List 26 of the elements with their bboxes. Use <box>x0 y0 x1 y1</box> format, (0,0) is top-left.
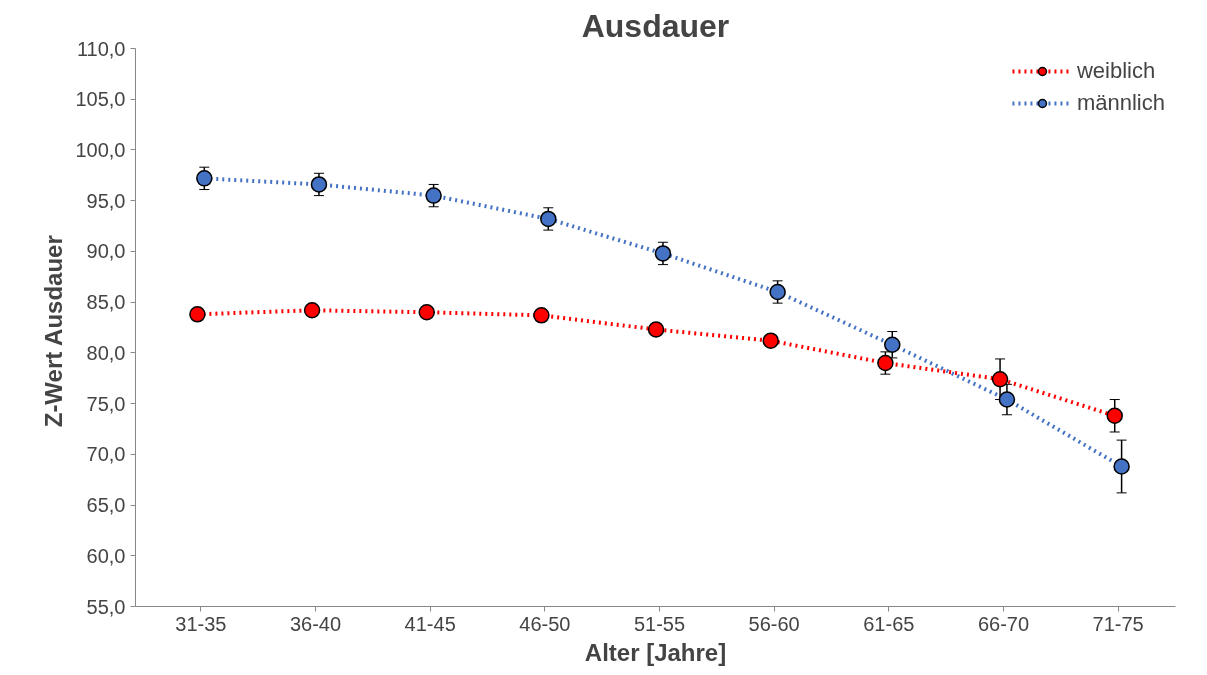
legend-label: männlich <box>1076 90 1165 116</box>
y-tick-label: 70,0 <box>86 443 126 466</box>
y-axis-title: Z-Wert Ausdauer <box>40 235 68 428</box>
x-tick-label: 71-75 <box>1092 612 1144 635</box>
x-tick-label: 41-45 <box>404 612 456 635</box>
x-tick-label: 61-65 <box>863 612 915 635</box>
y-tick-label: 100,0 <box>75 138 126 161</box>
y-tick-label: 55,0 <box>86 595 126 618</box>
y-tick-label: 105,0 <box>75 88 126 111</box>
y-tick-label: 110,0 <box>76 37 126 60</box>
legend-label: weiblich <box>1076 58 1156 84</box>
x-tick-label: 66-70 <box>977 612 1030 635</box>
y-tick-label: 60,0 <box>86 544 126 567</box>
y-tick-label: 65,0 <box>86 494 126 517</box>
y-tick-label: 90,0 <box>86 240 126 263</box>
x-tick-label: 51-55 <box>633 612 686 635</box>
y-tick-label: 85,0 <box>86 291 126 314</box>
y-tick-label: 95,0 <box>86 189 126 212</box>
chart-title: Ausdauer <box>581 7 730 44</box>
x-tick-label: 46-50 <box>519 612 571 635</box>
y-tick-label: 75,0 <box>86 392 126 415</box>
x-tick-label: 36-40 <box>289 612 342 635</box>
x-axis-title: Alter [Jahre] <box>584 638 727 666</box>
x-tick-label: 31-35 <box>175 612 227 635</box>
x-tick-label: 56-60 <box>748 612 800 635</box>
y-tick-label: 80,0 <box>86 341 126 364</box>
